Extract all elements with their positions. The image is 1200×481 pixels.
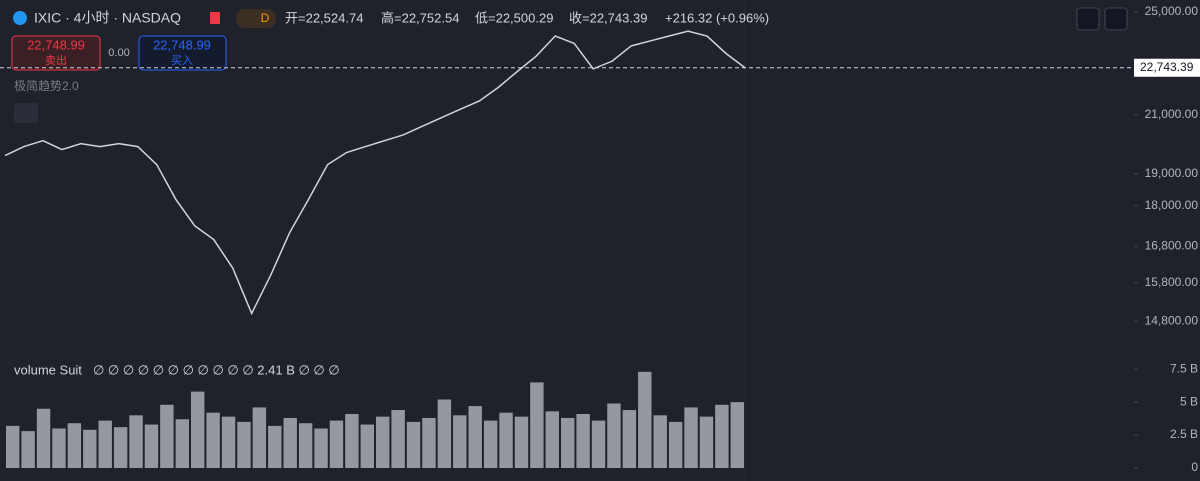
volume-bar — [376, 416, 390, 468]
flag — [210, 12, 220, 24]
volume-bar — [360, 424, 374, 468]
volume-bar — [684, 407, 698, 468]
y-tick-label: 2.5 B — [1170, 427, 1198, 441]
volume-bar — [638, 371, 652, 468]
y-tick-label: 19,000.00 — [1145, 166, 1199, 180]
volume-bar — [699, 416, 714, 468]
volume-bar — [514, 416, 529, 468]
indicator: 极简趋势2.0 — [14, 79, 79, 93]
volume-bar — [298, 423, 313, 468]
high: 高=22,752.54 — [381, 10, 459, 25]
low: 低=22,500.29 — [475, 10, 553, 25]
volume-bar — [314, 428, 328, 468]
volume-bar — [668, 421, 683, 468]
volume-bar — [129, 415, 143, 468]
volume-bar — [175, 419, 189, 468]
y-tick-label: 0 — [1191, 460, 1198, 474]
volume-bar — [160, 404, 174, 468]
last-price-box — [1134, 58, 1200, 77]
collapse-button[interactable] — [14, 103, 38, 123]
volume-bar — [530, 382, 544, 468]
volume-bar — [67, 423, 82, 468]
badge: D — [261, 11, 270, 25]
spread: 0.00 — [108, 47, 129, 59]
y-tick-label: 5 B — [1180, 394, 1198, 408]
y-tick-label: 15,800.00 — [1145, 275, 1199, 289]
last-price-label: 22,743.39 — [1140, 60, 1194, 74]
volume-bar — [221, 416, 236, 468]
buy-label: 买入 — [171, 54, 193, 67]
buy-price: 22,748.99 — [153, 37, 211, 52]
buy-button[interactable] — [138, 35, 227, 71]
price-line — [4, 30, 746, 316]
volume-bar — [113, 427, 128, 468]
volume-bar — [591, 420, 606, 468]
reset-button[interactable] — [1104, 7, 1128, 31]
volume-bar — [329, 420, 344, 468]
volume-bar — [561, 417, 575, 468]
volume-bar — [453, 415, 467, 468]
volume-bar — [576, 414, 590, 468]
volume-bar — [391, 410, 405, 468]
volume-values: ∅ ∅ ∅ ∅ ∅ ∅ ∅ ∅ ∅ ∅ ∅ 2.41 B ∅ ∅ ∅ — [93, 362, 340, 377]
volume-bar — [345, 414, 359, 468]
volume-bar — [268, 425, 282, 468]
y-tick-label: 7.5 B — [1170, 361, 1198, 375]
y-tick-label: 16,800.00 — [1145, 239, 1199, 253]
volume-bar — [83, 429, 97, 468]
volume-bar — [545, 411, 559, 468]
volume-bar — [607, 403, 621, 468]
volume-bar — [252, 407, 267, 468]
volume-bar — [237, 421, 251, 468]
volume-bar — [715, 404, 729, 468]
y-tick-label: 14,800.00 — [1145, 314, 1199, 328]
sell-label: 卖出 — [45, 53, 67, 67]
volume-bar — [422, 417, 436, 468]
volume-bar — [653, 415, 667, 468]
volume-bar — [21, 431, 35, 468]
volume-bar — [206, 412, 220, 468]
symbol: IXIC · 4小时 · NASDAQ — [34, 10, 181, 26]
volume-bar — [730, 402, 744, 468]
close: 收=22,743.39 — [569, 10, 647, 25]
volume-bar — [98, 420, 112, 468]
volume-bar — [483, 420, 498, 468]
y-tick-label: 21,000.00 — [1145, 107, 1199, 121]
y-tick-label: 25,000.00 — [1145, 4, 1199, 18]
volume-bar — [283, 417, 297, 468]
volume-legend: volume Suit — [14, 362, 82, 377]
sell-button[interactable] — [11, 35, 101, 71]
volume-bar — [406, 421, 421, 468]
volume-bar — [499, 412, 513, 468]
symbol-icon — [13, 11, 27, 25]
volume-bar — [437, 399, 452, 468]
volume-bar — [36, 408, 51, 468]
volume-bar — [52, 428, 66, 468]
volume-bar — [622, 410, 637, 468]
sell-price: 22,748.99 — [27, 37, 85, 52]
volume-bar — [144, 424, 159, 468]
badge-bg — [236, 9, 276, 28]
open: 开=22,524.74 — [285, 10, 363, 25]
change: +216.32 (+0.96%) — [665, 10, 769, 25]
volume-bar — [191, 391, 205, 468]
volume-bar — [6, 425, 20, 468]
scroll-button[interactable] — [1076, 7, 1100, 31]
volume-bar — [468, 406, 482, 468]
y-tick-label: 18,000.00 — [1145, 198, 1199, 212]
